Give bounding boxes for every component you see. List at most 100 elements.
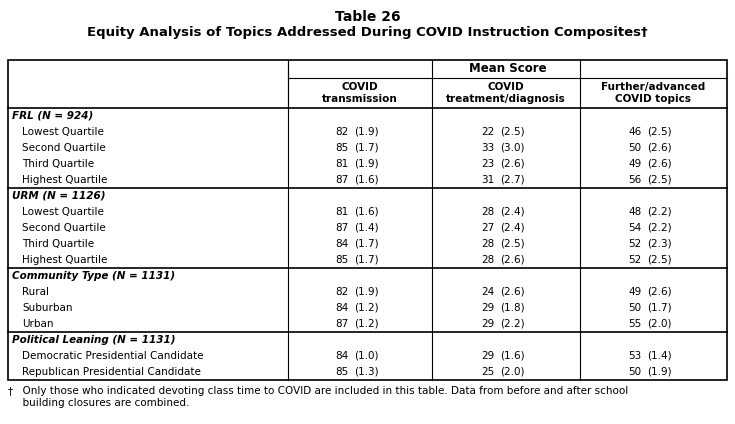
Text: 49: 49 (628, 287, 642, 297)
Text: (2.4): (2.4) (500, 223, 525, 233)
Text: Second Quartile: Second Quartile (22, 143, 106, 153)
Text: 55: 55 (628, 319, 642, 329)
Text: 28: 28 (481, 255, 494, 265)
Text: 84: 84 (335, 351, 348, 361)
Text: (1.7): (1.7) (354, 143, 379, 153)
Text: URM (N = 1126): URM (N = 1126) (12, 191, 106, 201)
Text: 87: 87 (335, 223, 348, 233)
Text: (1.6): (1.6) (500, 351, 525, 361)
Text: 82: 82 (335, 287, 348, 297)
Text: 85: 85 (335, 143, 348, 153)
Text: (2.5): (2.5) (648, 255, 673, 265)
Text: 29: 29 (481, 351, 494, 361)
Text: (1.6): (1.6) (354, 175, 379, 185)
Text: (2.0): (2.0) (648, 319, 672, 329)
Text: 81: 81 (335, 159, 348, 169)
Text: Rural: Rural (22, 287, 49, 297)
Text: (2.5): (2.5) (500, 127, 525, 137)
Text: (1.3): (1.3) (354, 367, 379, 377)
Text: Mean Score: Mean Score (469, 62, 546, 75)
Text: 85: 85 (335, 367, 348, 377)
Text: 29: 29 (481, 303, 494, 313)
Text: 52: 52 (628, 239, 642, 249)
Text: 33: 33 (481, 143, 494, 153)
Text: Only those who indicated devoting class time to COVID are included in this table: Only those who indicated devoting class … (16, 386, 628, 407)
Text: Equity Analysis of Topics Addressed During COVID Instruction Composites†: Equity Analysis of Topics Addressed Duri… (87, 26, 648, 39)
Text: 22: 22 (481, 127, 494, 137)
Text: (1.0): (1.0) (354, 351, 379, 361)
Text: (2.5): (2.5) (500, 239, 525, 249)
Text: (1.9): (1.9) (354, 127, 379, 137)
Text: (2.7): (2.7) (500, 175, 525, 185)
Text: 46: 46 (628, 127, 642, 137)
Text: Third Quartile: Third Quartile (22, 239, 94, 249)
Text: COVID
treatment/diagnosis: COVID treatment/diagnosis (446, 82, 566, 104)
Text: Suburban: Suburban (22, 303, 73, 313)
Text: (2.2): (2.2) (648, 207, 673, 217)
Text: Republican Presidential Candidate: Republican Presidential Candidate (22, 367, 201, 377)
Text: 27: 27 (481, 223, 494, 233)
Text: 25: 25 (481, 367, 494, 377)
Text: (1.2): (1.2) (354, 303, 379, 313)
Text: Further/advanced
COVID topics: Further/advanced COVID topics (601, 82, 706, 104)
Text: (1.6): (1.6) (354, 207, 379, 217)
Text: Community Type (N = 1131): Community Type (N = 1131) (12, 271, 175, 281)
Text: 23: 23 (481, 159, 494, 169)
Text: †: † (8, 386, 13, 396)
Text: 56: 56 (628, 175, 642, 185)
Text: (2.2): (2.2) (500, 319, 525, 329)
Text: Second Quartile: Second Quartile (22, 223, 106, 233)
Text: (2.6): (2.6) (648, 287, 673, 297)
Text: (1.7): (1.7) (354, 255, 379, 265)
Text: Highest Quartile: Highest Quartile (22, 255, 107, 265)
Text: (2.0): (2.0) (500, 367, 525, 377)
Text: (2.6): (2.6) (500, 159, 525, 169)
Text: (1.7): (1.7) (648, 303, 673, 313)
Text: (2.6): (2.6) (500, 255, 525, 265)
Text: (2.6): (2.6) (648, 143, 673, 153)
Text: 48: 48 (628, 207, 642, 217)
Text: 81: 81 (335, 207, 348, 217)
Text: Urban: Urban (22, 319, 54, 329)
Text: 24: 24 (481, 287, 494, 297)
Text: (2.5): (2.5) (648, 175, 673, 185)
Text: 87: 87 (335, 319, 348, 329)
Text: FRL (N = 924): FRL (N = 924) (12, 111, 93, 121)
Text: 87: 87 (335, 175, 348, 185)
Text: (2.2): (2.2) (648, 223, 673, 233)
Text: 53: 53 (628, 351, 642, 361)
Text: Lowest Quartile: Lowest Quartile (22, 127, 104, 137)
Text: 50: 50 (628, 303, 642, 313)
Text: Political Leaning (N = 1131): Political Leaning (N = 1131) (12, 335, 176, 345)
Text: (2.4): (2.4) (500, 207, 525, 217)
Text: 50: 50 (628, 143, 642, 153)
Text: (2.3): (2.3) (648, 239, 673, 249)
Text: (2.6): (2.6) (500, 287, 525, 297)
Text: 85: 85 (335, 255, 348, 265)
Text: (3.0): (3.0) (500, 143, 525, 153)
Bar (8, 60, 727, 380)
Text: (1.9): (1.9) (354, 287, 379, 297)
Text: 49: 49 (628, 159, 642, 169)
Text: Lowest Quartile: Lowest Quartile (22, 207, 104, 217)
Text: (1.2): (1.2) (354, 319, 379, 329)
Text: (2.5): (2.5) (648, 127, 673, 137)
Text: (2.6): (2.6) (648, 159, 673, 169)
Text: 31: 31 (481, 175, 494, 185)
Text: Table 26: Table 26 (334, 10, 401, 24)
Text: Highest Quartile: Highest Quartile (22, 175, 107, 185)
Text: Democratic Presidential Candidate: Democratic Presidential Candidate (22, 351, 204, 361)
Text: (1.4): (1.4) (354, 223, 379, 233)
Text: (1.7): (1.7) (354, 239, 379, 249)
Text: (1.9): (1.9) (354, 159, 379, 169)
Text: 28: 28 (481, 207, 494, 217)
Text: COVID
transmission: COVID transmission (322, 82, 398, 104)
Text: 84: 84 (335, 239, 348, 249)
Text: (1.8): (1.8) (500, 303, 525, 313)
Text: 29: 29 (481, 319, 494, 329)
Text: Third Quartile: Third Quartile (22, 159, 94, 169)
Text: 52: 52 (628, 255, 642, 265)
Text: 82: 82 (335, 127, 348, 137)
Text: 28: 28 (481, 239, 494, 249)
Text: (1.9): (1.9) (648, 367, 673, 377)
